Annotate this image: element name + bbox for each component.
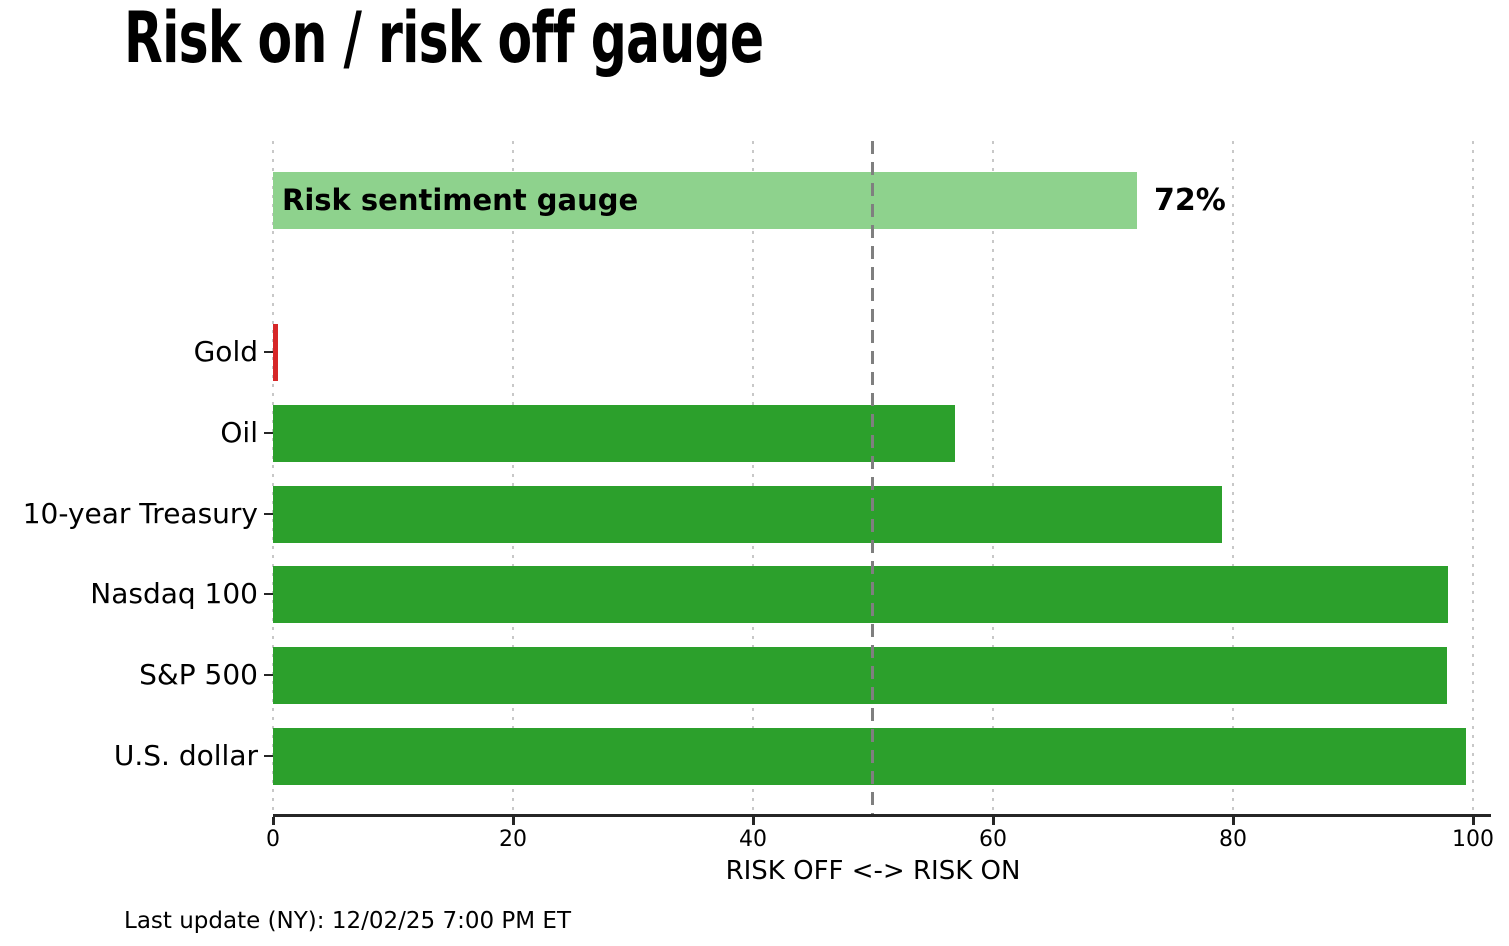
page-title: Risk on / risk off gauge bbox=[124, 0, 764, 79]
bar-gold bbox=[273, 324, 278, 381]
x-tick-label-80: 80 bbox=[1219, 827, 1247, 852]
y-axis-label: 10-year Treasury bbox=[22, 497, 258, 530]
gauge-value-label: 72% bbox=[1154, 183, 1226, 218]
gauge-bar bbox=[273, 172, 1137, 229]
y-axis-label: Oil bbox=[220, 416, 258, 449]
x-tick-0 bbox=[272, 817, 275, 825]
gridline-80 bbox=[1232, 141, 1234, 815]
bar-oil bbox=[273, 405, 955, 462]
bar-s-p-500 bbox=[273, 647, 1447, 704]
bar-nasdaq-100 bbox=[273, 566, 1448, 623]
x-axis-line bbox=[273, 814, 1491, 817]
last-update-note: Last update (NY): 12/02/25 7:00 PM ET bbox=[124, 908, 572, 934]
bar-10-year-treasury bbox=[273, 486, 1222, 543]
x-tick-label-40: 40 bbox=[739, 827, 767, 852]
y-axis-label: Gold bbox=[193, 335, 258, 368]
y-axis-label: U.S. dollar bbox=[113, 739, 258, 772]
gridline-0 bbox=[272, 141, 274, 815]
x-tick-100 bbox=[1472, 817, 1475, 825]
x-tick-20 bbox=[512, 817, 515, 825]
y-tick-2 bbox=[264, 513, 273, 515]
y-axis-label: S&P 500 bbox=[139, 658, 258, 691]
x-tick-label-100: 100 bbox=[1452, 827, 1494, 852]
gridline-100 bbox=[1472, 141, 1474, 815]
y-tick-4 bbox=[264, 674, 273, 676]
y-tick-5 bbox=[264, 755, 273, 757]
y-tick-1 bbox=[264, 432, 273, 434]
x-axis-title: RISK OFF <-> RISK ON bbox=[725, 856, 1021, 886]
threshold-line-50 bbox=[871, 141, 874, 815]
x-tick-80 bbox=[1232, 817, 1235, 825]
x-tick-label-60: 60 bbox=[979, 827, 1007, 852]
y-tick-3 bbox=[264, 593, 273, 595]
gridline-40 bbox=[752, 141, 754, 815]
gauge-bar-label: Risk sentiment gauge bbox=[282, 183, 639, 217]
x-tick-40 bbox=[752, 817, 755, 825]
x-tick-label-20: 20 bbox=[499, 827, 527, 852]
gridline-60 bbox=[992, 141, 994, 815]
y-axis-label: Nasdaq 100 bbox=[90, 577, 258, 610]
x-tick-60 bbox=[992, 817, 995, 825]
bar-u-s-dollar bbox=[273, 728, 1466, 785]
x-tick-label-0: 0 bbox=[266, 827, 280, 852]
gridline-20 bbox=[512, 141, 514, 815]
y-tick-0 bbox=[264, 351, 273, 353]
